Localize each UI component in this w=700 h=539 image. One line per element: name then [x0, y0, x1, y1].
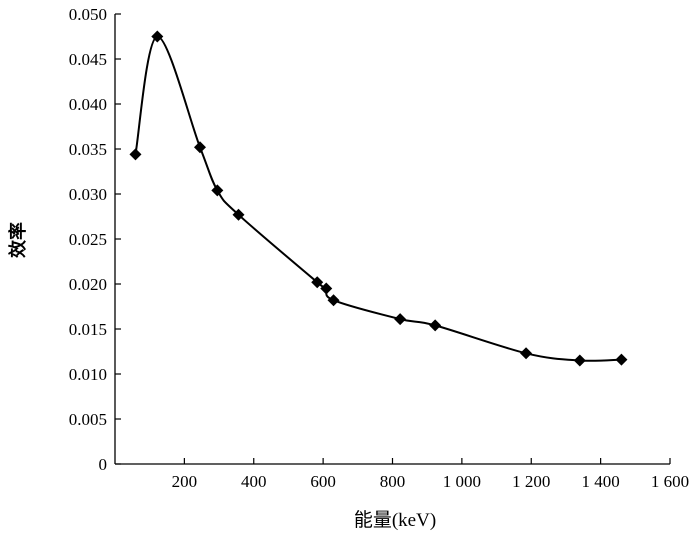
y-tick-label: 0.045	[69, 50, 107, 69]
y-axis-title: 效率	[7, 222, 29, 258]
data-point-marker	[129, 148, 142, 161]
x-tick-label: 1 400	[582, 472, 620, 491]
x-tick-label: 200	[172, 472, 198, 491]
x-tick-label: 1 600	[651, 472, 689, 491]
y-tick-label: 0.005	[69, 410, 107, 429]
y-tick-label: 0.040	[69, 95, 107, 114]
data-point-marker	[573, 354, 586, 367]
y-tick-label: 0.030	[69, 185, 107, 204]
ticks: 0 0.005 0.010 0.015 0.020 0.025 0.030 0.035 0.04…	[69, 5, 689, 491]
y-tick-label: 0.035	[69, 140, 107, 159]
data-point-marker	[211, 184, 224, 197]
series	[129, 30, 628, 367]
data-point-marker	[232, 208, 245, 221]
data-point-marker	[429, 319, 442, 332]
data-point-marker	[615, 353, 628, 366]
x-tick-label: 800	[380, 472, 406, 491]
y-tick-label: 0.025	[69, 230, 107, 249]
x-tick-label: 400	[241, 472, 267, 491]
x-axis-title: 能量(keV)	[354, 509, 436, 531]
data-point-marker	[193, 141, 206, 154]
data-point-marker	[151, 30, 164, 43]
x-tick-label: 1 000	[443, 472, 481, 491]
x-tick-label: 1 200	[512, 472, 550, 491]
y-tick-label: 0.015	[69, 320, 107, 339]
data-point-marker	[320, 282, 333, 295]
axes	[114, 14, 670, 465]
y-tick-label: 0	[99, 455, 108, 474]
data-point-marker	[520, 347, 533, 360]
y-tick-label: 0.050	[69, 5, 107, 24]
x-tick-label: 600	[310, 472, 336, 491]
series-line	[134, 35, 622, 362]
data-point-marker	[311, 276, 324, 289]
data-point-marker	[327, 294, 340, 307]
y-tick-label: 0.020	[69, 275, 107, 294]
data-point-marker	[394, 313, 407, 326]
y-tick-label: 0.010	[69, 365, 107, 384]
